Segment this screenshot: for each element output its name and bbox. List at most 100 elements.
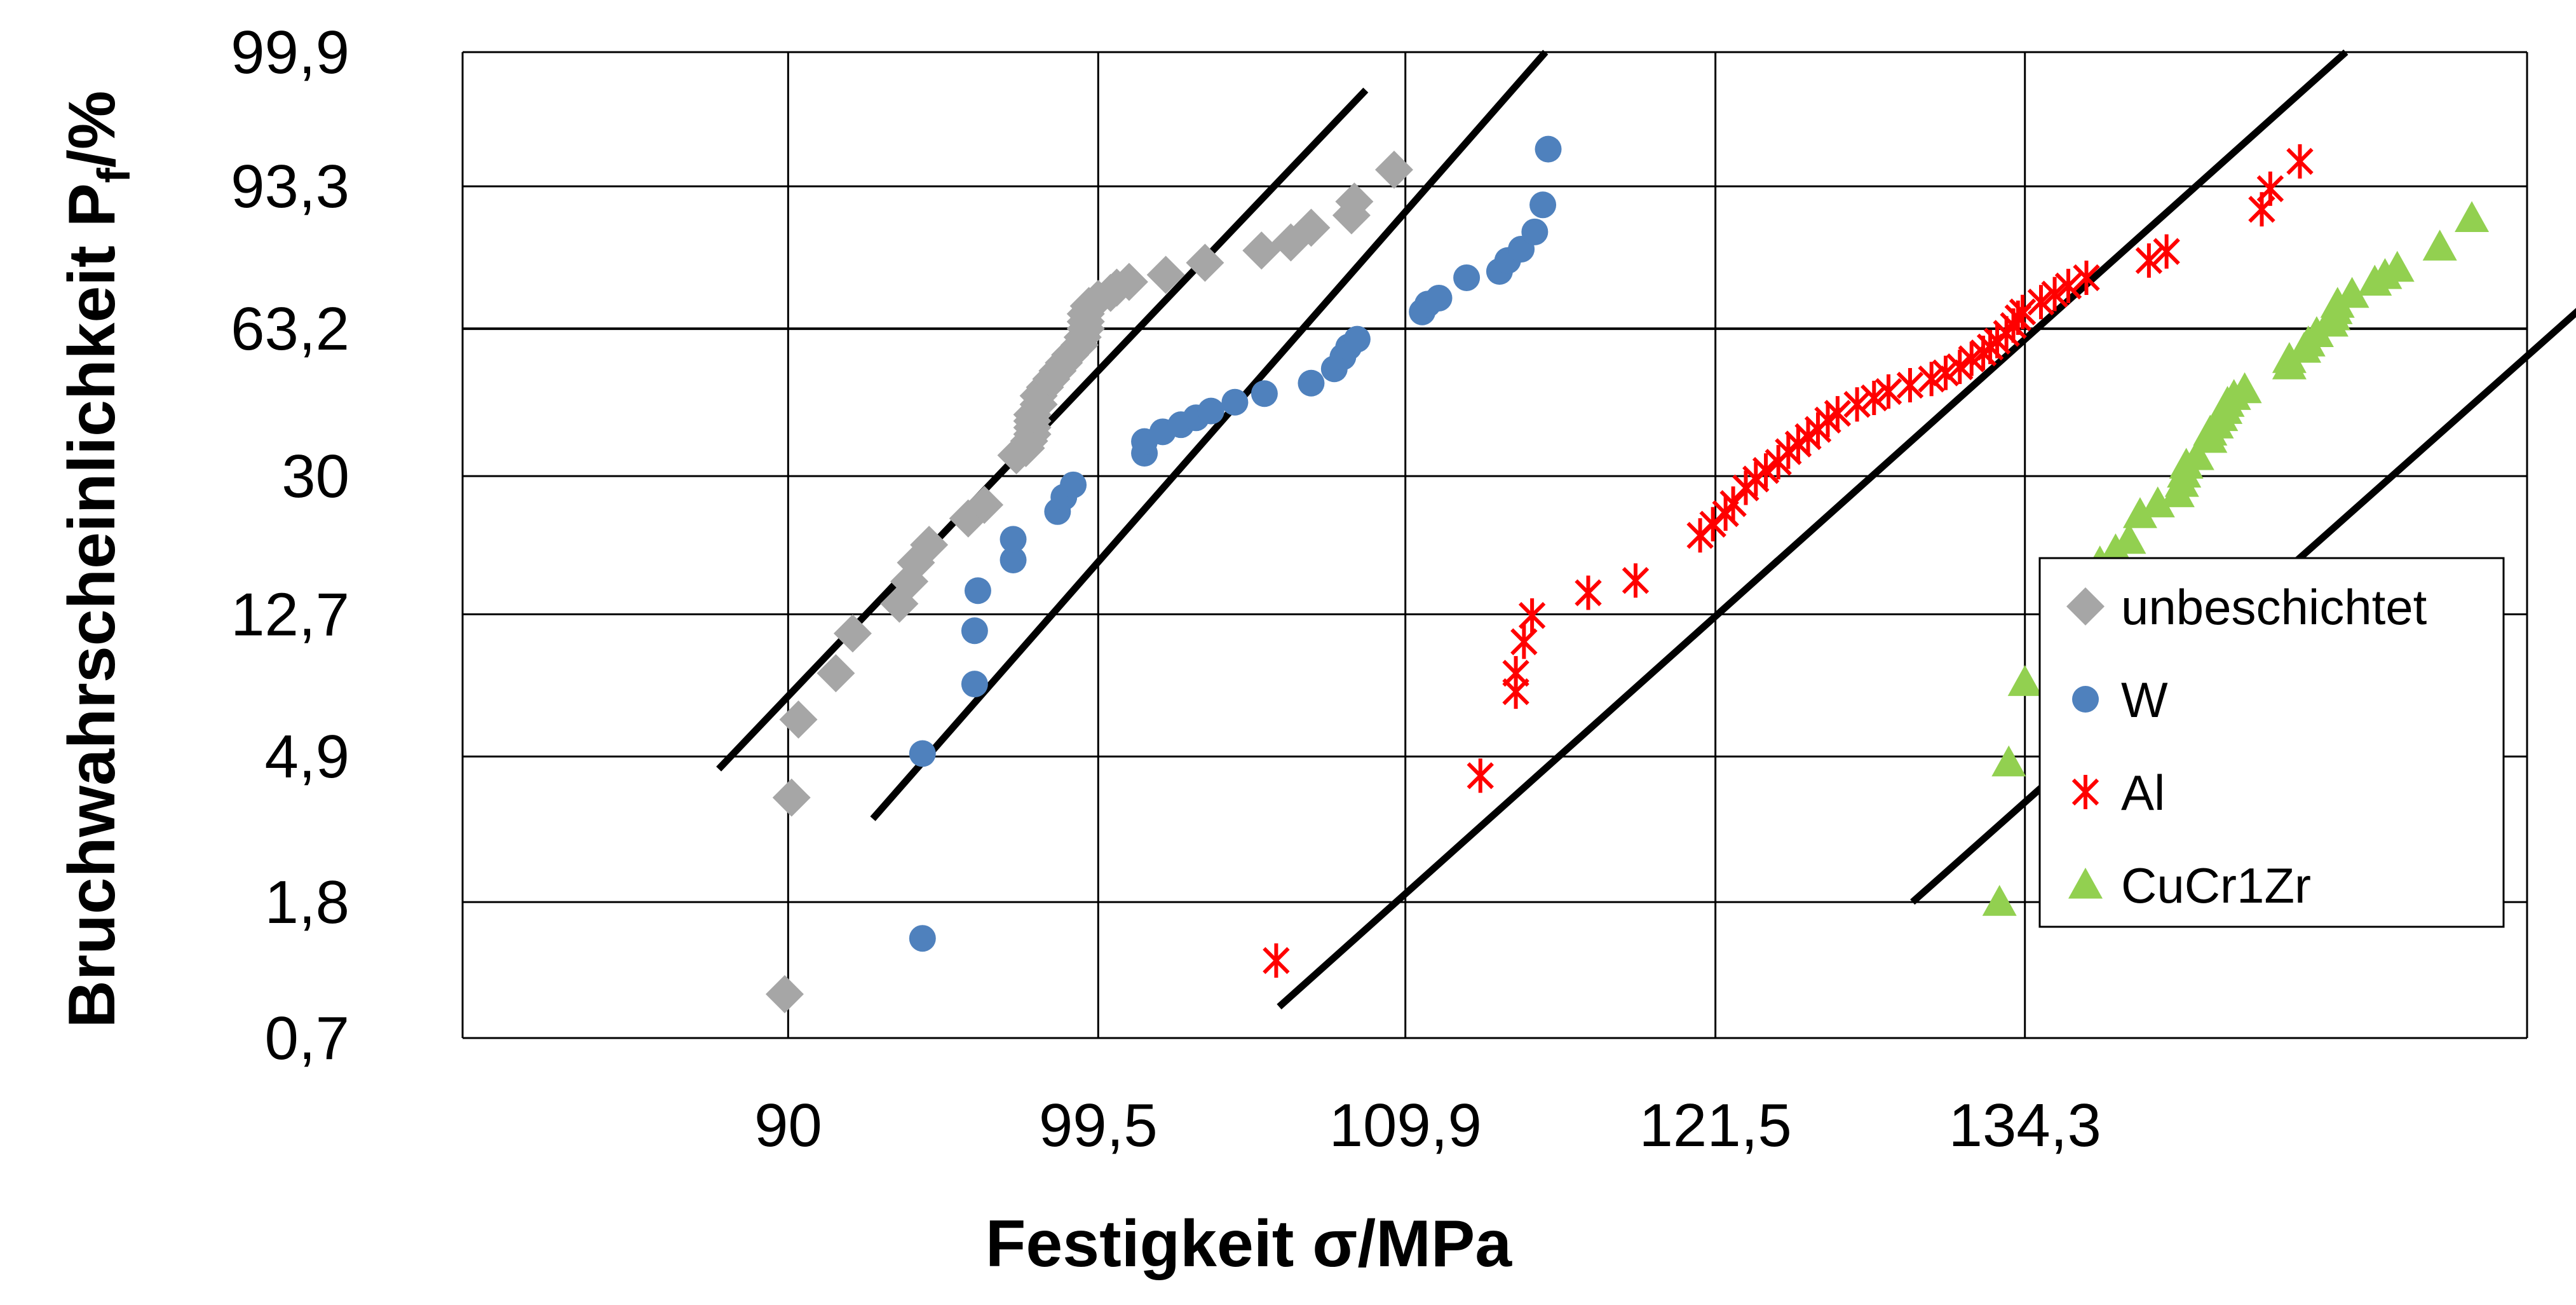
y-tick-label: 93,3 xyxy=(231,153,349,221)
legend: unbeschichtet W Al CuCr1Zr xyxy=(2038,557,2505,928)
data-point-w xyxy=(1535,135,1562,163)
legend-label-al: Al xyxy=(2121,765,2165,821)
y-tick-label: 4,9 xyxy=(265,723,349,791)
data-point-al xyxy=(1918,362,1945,397)
data-point-unbeschichtet xyxy=(772,778,811,817)
y-tick-label: 63,2 xyxy=(231,295,349,363)
y-tick-label: 99,9 xyxy=(231,18,349,86)
data-point-unbeschichtet xyxy=(1292,208,1331,247)
data-point-al xyxy=(1518,598,1546,633)
y-tick-label: 0,7 xyxy=(265,1004,349,1072)
data-point-w xyxy=(1453,264,1481,291)
tick-labels: 99,9 93,3 63,2 30 12,7 4,9 1,8 0,7 90 99,5 109,9 12… xyxy=(231,18,2101,1159)
data-markers xyxy=(765,135,2490,1013)
data-point-al xyxy=(2286,144,2314,179)
data-point-unbeschichtet xyxy=(1186,243,1224,282)
data-point-w xyxy=(1060,471,1087,498)
data-point-w xyxy=(1251,380,1278,407)
y-tick-label: 30 xyxy=(281,442,349,510)
data-point-w xyxy=(1000,546,1027,573)
data-point-cucr1zr xyxy=(2227,372,2262,404)
data-point-al xyxy=(1263,943,1290,978)
legend-marker-unbeschichtet xyxy=(2066,587,2105,625)
data-point-cucr1zr xyxy=(2335,277,2369,308)
series-w xyxy=(909,135,1562,952)
data-point-cucr1zr xyxy=(2122,497,2157,528)
data-point-unbeschichtet xyxy=(910,526,949,564)
data-point-cucr1zr xyxy=(2455,201,2490,232)
x-tick-label: 134,3 xyxy=(1949,1091,2101,1159)
data-point-al xyxy=(2054,268,2082,303)
data-point-unbeschichtet xyxy=(1335,182,1374,221)
data-point-al xyxy=(2256,171,2284,206)
data-point-al xyxy=(2153,234,2180,269)
data-point-unbeschichtet xyxy=(765,974,804,1013)
x-axis-title: Festigkeit σ/MPa xyxy=(986,1207,1512,1281)
data-point-unbeschichtet xyxy=(1109,263,1148,301)
data-point-al xyxy=(1510,624,1538,659)
data-point-al xyxy=(2009,294,2037,329)
data-point-al xyxy=(1896,368,1924,403)
data-point-cucr1zr xyxy=(2299,316,2334,348)
data-point-cucr1zr xyxy=(2007,665,2042,696)
data-point-w xyxy=(1521,218,1549,245)
data-point-w xyxy=(909,925,936,952)
data-point-w xyxy=(1221,388,1249,416)
data-point-al xyxy=(1843,387,1871,422)
data-point-al xyxy=(2027,285,2055,320)
data-point-w xyxy=(1343,325,1371,353)
series-cucr1zr xyxy=(1982,201,2490,916)
y-tick-label: 12,7 xyxy=(231,580,349,648)
data-point-cucr1zr xyxy=(2112,523,2146,554)
series-unbeschichtet xyxy=(765,150,1413,1013)
data-point-al xyxy=(2135,243,2163,278)
data-point-cucr1zr xyxy=(2422,229,2457,261)
x-tick-label: 121,5 xyxy=(1639,1091,1792,1159)
y-axis-title: Bruchwahrscheinlichkeit Pf/% xyxy=(55,91,140,1028)
y-axis-title-tail: /% xyxy=(55,91,129,168)
data-point-al xyxy=(1752,453,1780,488)
legend-label-cucr1zr: CuCr1Zr xyxy=(2121,857,2311,913)
data-point-cucr1zr xyxy=(1991,745,2026,777)
data-point-w xyxy=(1425,284,1453,311)
data-point-w xyxy=(964,577,991,605)
x-tick-label: 99,5 xyxy=(1039,1091,1158,1159)
legend-box xyxy=(2038,557,2505,928)
data-point-unbeschichtet xyxy=(779,700,818,739)
trendline-al xyxy=(1277,49,2349,1009)
data-point-w xyxy=(1298,369,1325,397)
data-point-w xyxy=(961,671,988,698)
data-point-cucr1zr xyxy=(2179,439,2214,470)
data-point-unbeschichtet xyxy=(833,614,872,653)
data-point-w xyxy=(961,617,988,645)
data-point-unbeschichtet xyxy=(1374,150,1413,189)
data-point-w xyxy=(1529,191,1557,219)
y-tick-label: 1,8 xyxy=(265,868,349,936)
data-point-cucr1zr xyxy=(1982,885,2017,916)
data-point-unbeschichtet xyxy=(1242,231,1281,270)
y-axis-title-main: Bruchwahrscheinlichkeit P xyxy=(55,183,129,1028)
legend-label-w: W xyxy=(2121,672,2168,728)
data-point-al xyxy=(1467,758,1494,793)
legend-marker-w xyxy=(2072,686,2099,713)
legend-label-unbeschichtet: unbeschichtet xyxy=(2121,579,2427,635)
data-point-al xyxy=(1946,350,1974,385)
data-point-w xyxy=(1000,526,1027,553)
series-al xyxy=(1263,144,2314,978)
y-axis-title-sub: f xyxy=(89,167,140,183)
data-point-unbeschichtet xyxy=(817,654,855,693)
data-point-al xyxy=(1502,656,1529,691)
data-point-al xyxy=(2041,277,2068,311)
trendline-w xyxy=(870,50,1549,821)
data-point-unbeschichtet xyxy=(1146,256,1185,294)
data-point-al xyxy=(1622,563,1650,598)
data-point-al xyxy=(1861,380,1888,415)
data-point-al xyxy=(1824,396,1852,431)
data-point-al xyxy=(2073,260,2100,295)
data-point-unbeschichtet xyxy=(965,486,1004,524)
x-tick-label: 109,9 xyxy=(1329,1091,1482,1159)
data-point-w xyxy=(1197,397,1224,425)
legend-marker-cucr1zr xyxy=(2068,868,2103,899)
